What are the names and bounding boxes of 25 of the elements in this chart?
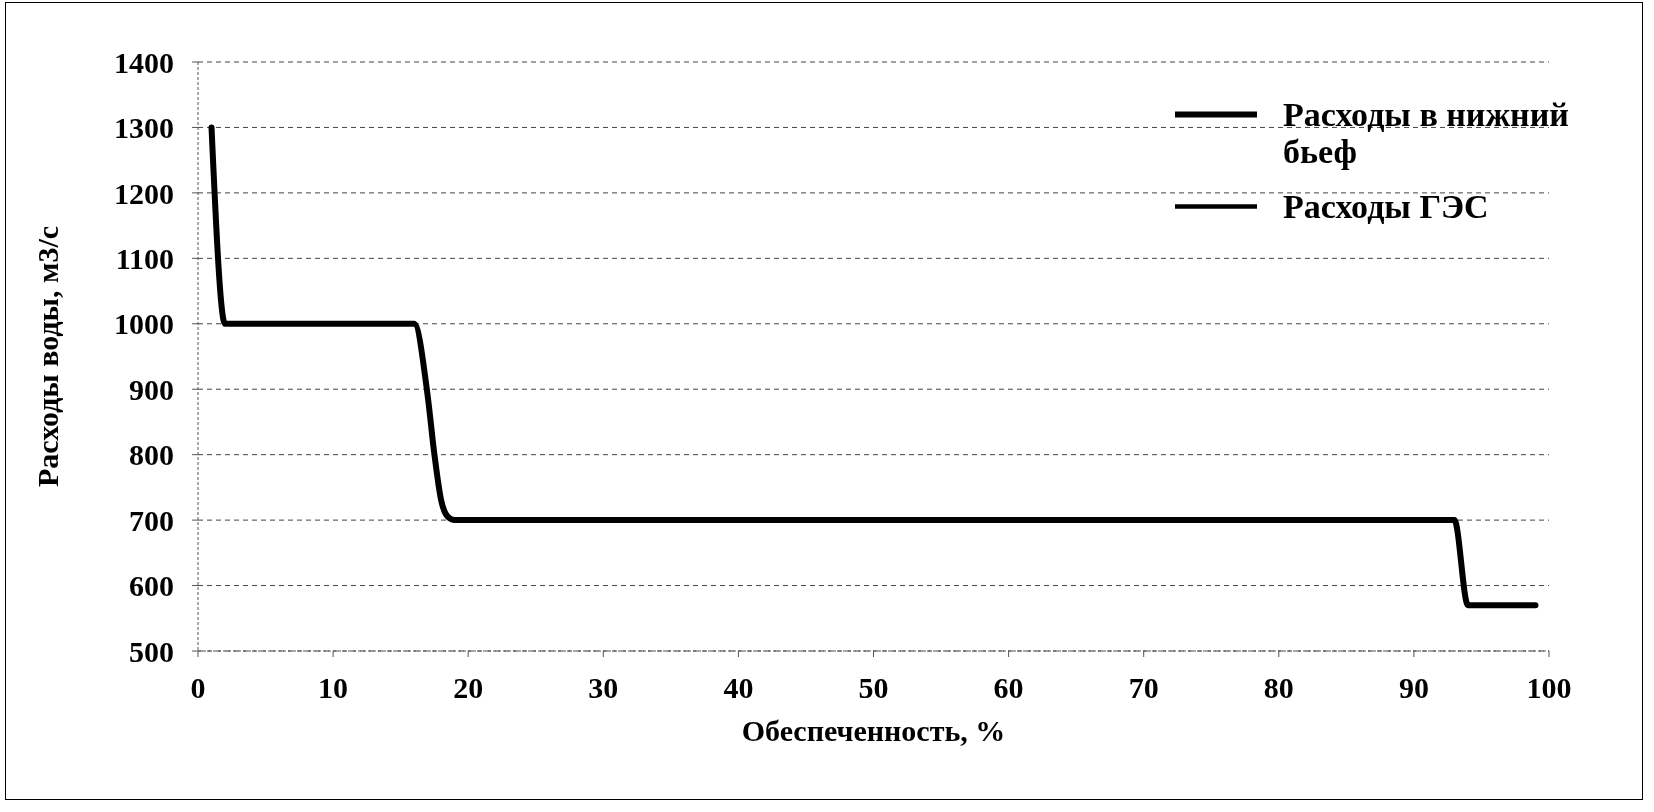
y-tick-label: 500 bbox=[129, 634, 174, 668]
x-tick-label: 80 bbox=[1263, 671, 1294, 705]
x-tick-label: 40 bbox=[723, 671, 754, 705]
x-axis-title: Обеспеченность, % bbox=[741, 713, 1006, 747]
y-tick-label: 1000 bbox=[114, 307, 174, 341]
x-tick-label: 20 bbox=[453, 671, 484, 705]
x-tick-label: 30 bbox=[588, 671, 619, 705]
y-tick-label: 1300 bbox=[114, 111, 174, 145]
legend-label: Расходы в нижний бьеф bbox=[1283, 96, 1569, 170]
x-tick-label: 10 bbox=[318, 671, 349, 705]
x-tick-label: 90 bbox=[1398, 671, 1429, 705]
x-tick-label: 0 bbox=[190, 671, 206, 705]
x-tick-label: 60 bbox=[993, 671, 1024, 705]
y-tick-label: 800 bbox=[129, 438, 174, 472]
y-axis-title: Расходы воды, м3/с bbox=[30, 225, 64, 488]
x-tick-label: 70 bbox=[1128, 671, 1159, 705]
y-tick-label: 700 bbox=[129, 503, 174, 537]
y-tick-label: 600 bbox=[129, 569, 174, 603]
y-tick-label: 1100 bbox=[115, 241, 174, 275]
y-tick-label: 900 bbox=[129, 372, 174, 406]
x-tick-label: 100 bbox=[1526, 671, 1572, 705]
y-tick-label: 1400 bbox=[114, 45, 174, 79]
y-tick-label: 1200 bbox=[114, 176, 174, 210]
x-tick-label: 50 bbox=[858, 671, 889, 705]
legend-label: Расходы ГЭС bbox=[1283, 188, 1489, 225]
